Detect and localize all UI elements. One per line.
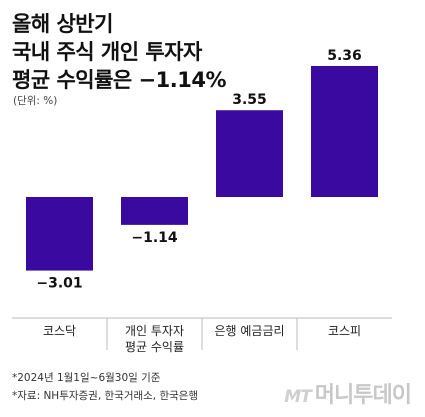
- data-label-3: 5.36: [327, 48, 362, 64]
- watermark: MT 머니투데이: [284, 377, 412, 409]
- data-label-1: −1.14: [131, 230, 178, 246]
- data-label-2: 3.55: [232, 92, 267, 108]
- bar-2: [216, 110, 283, 198]
- bar-1: [121, 197, 188, 225]
- data-label-0: −3.01: [36, 276, 82, 292]
- title-line-1: 올해 상반기: [12, 12, 113, 36]
- category-label-3: 코스피: [328, 324, 361, 338]
- title-line-3: 평균 수익률은 −1.14%: [12, 68, 227, 92]
- watermark-text: 머니투데이: [314, 383, 412, 408]
- category-label-2: 은행 예금금리: [214, 323, 284, 338]
- bar-3: [311, 66, 378, 198]
- category-label-1: 개인 투자자: [125, 324, 184, 338]
- category-label-1-line-1: 평균 수익률: [125, 340, 184, 354]
- title-line-2: 국내 주식 개인 투자자: [12, 40, 202, 64]
- category-label-0: 코스닥: [43, 324, 76, 338]
- unit-label: (단위: %): [13, 95, 58, 107]
- watermark-logo-icon: MT: [284, 387, 311, 407]
- date-note: *2024년 1월1일~6월30일 기준: [12, 372, 161, 384]
- bar-0: [26, 197, 93, 271]
- source-note: *자료: NH투자증권, 한국거래소, 한국은행: [12, 390, 199, 402]
